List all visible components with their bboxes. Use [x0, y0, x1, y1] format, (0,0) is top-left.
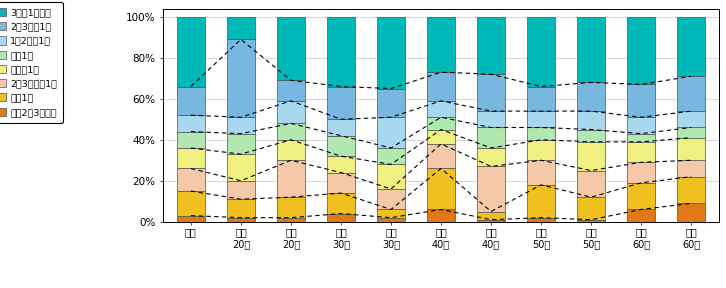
Bar: [227, 117, 255, 134]
Bar: [277, 123, 305, 140]
Bar: [428, 130, 454, 144]
Bar: [327, 136, 355, 156]
Bar: [428, 17, 454, 72]
Bar: [577, 170, 605, 197]
Bar: [327, 86, 355, 119]
Bar: [378, 117, 405, 148]
Bar: [428, 144, 454, 168]
Bar: [327, 156, 355, 173]
Bar: [477, 111, 505, 128]
Bar: [277, 17, 305, 80]
Bar: [527, 160, 555, 185]
Bar: [477, 74, 505, 111]
Bar: [477, 128, 505, 148]
Bar: [227, 218, 255, 222]
Bar: [627, 162, 655, 183]
Bar: [428, 168, 454, 209]
Bar: [277, 80, 305, 101]
Bar: [677, 177, 705, 203]
Bar: [327, 173, 355, 193]
Bar: [378, 148, 405, 164]
Legend: 3年に1回未満, 2〜3年に1回, 1〜2年に1回, 年に1回, 半年に1回, 2〜3カ月に1回, 月に1回, 月に2〜3回以上: 3年に1回未満, 2〜3年に1回, 1〜2年に1回, 年に1回, 半年に1回, …: [0, 2, 62, 122]
Bar: [378, 89, 405, 117]
Bar: [177, 148, 205, 168]
Bar: [677, 203, 705, 222]
Bar: [577, 130, 605, 142]
Bar: [627, 134, 655, 142]
Bar: [577, 111, 605, 130]
Bar: [378, 17, 405, 89]
Bar: [577, 220, 605, 222]
Bar: [677, 17, 705, 76]
Bar: [477, 148, 505, 166]
Bar: [477, 220, 505, 222]
Bar: [627, 17, 655, 84]
Bar: [677, 76, 705, 111]
Bar: [227, 154, 255, 181]
Bar: [577, 17, 605, 82]
Bar: [677, 138, 705, 160]
Bar: [527, 111, 555, 128]
Bar: [327, 17, 355, 86]
Bar: [177, 115, 205, 132]
Bar: [378, 209, 405, 218]
Bar: [378, 218, 405, 222]
Bar: [327, 193, 355, 214]
Bar: [227, 17, 255, 39]
Bar: [277, 140, 305, 160]
Bar: [277, 218, 305, 222]
Bar: [327, 119, 355, 136]
Bar: [177, 17, 205, 86]
Bar: [627, 183, 655, 209]
Bar: [177, 216, 205, 222]
Bar: [627, 209, 655, 222]
Bar: [577, 82, 605, 111]
Bar: [227, 39, 255, 117]
Bar: [378, 164, 405, 189]
Bar: [277, 197, 305, 218]
Bar: [477, 17, 505, 74]
Bar: [577, 142, 605, 170]
Bar: [177, 86, 205, 115]
Bar: [527, 185, 555, 218]
Bar: [527, 128, 555, 140]
Bar: [227, 181, 255, 199]
Bar: [277, 160, 305, 197]
Bar: [177, 168, 205, 191]
Bar: [227, 199, 255, 218]
Bar: [677, 128, 705, 138]
Bar: [277, 101, 305, 123]
Bar: [428, 101, 454, 117]
Bar: [428, 72, 454, 101]
Bar: [378, 189, 405, 209]
Bar: [627, 84, 655, 117]
Bar: [227, 134, 255, 154]
Bar: [527, 140, 555, 160]
Bar: [527, 17, 555, 86]
Bar: [428, 209, 454, 222]
Bar: [577, 197, 605, 220]
Bar: [527, 218, 555, 222]
Bar: [677, 111, 705, 128]
Bar: [327, 214, 355, 222]
Bar: [627, 117, 655, 134]
Bar: [527, 86, 555, 111]
Bar: [677, 160, 705, 177]
Bar: [177, 191, 205, 216]
Bar: [477, 166, 505, 211]
Bar: [477, 211, 505, 220]
Bar: [177, 132, 205, 148]
Bar: [627, 142, 655, 162]
Bar: [428, 117, 454, 130]
